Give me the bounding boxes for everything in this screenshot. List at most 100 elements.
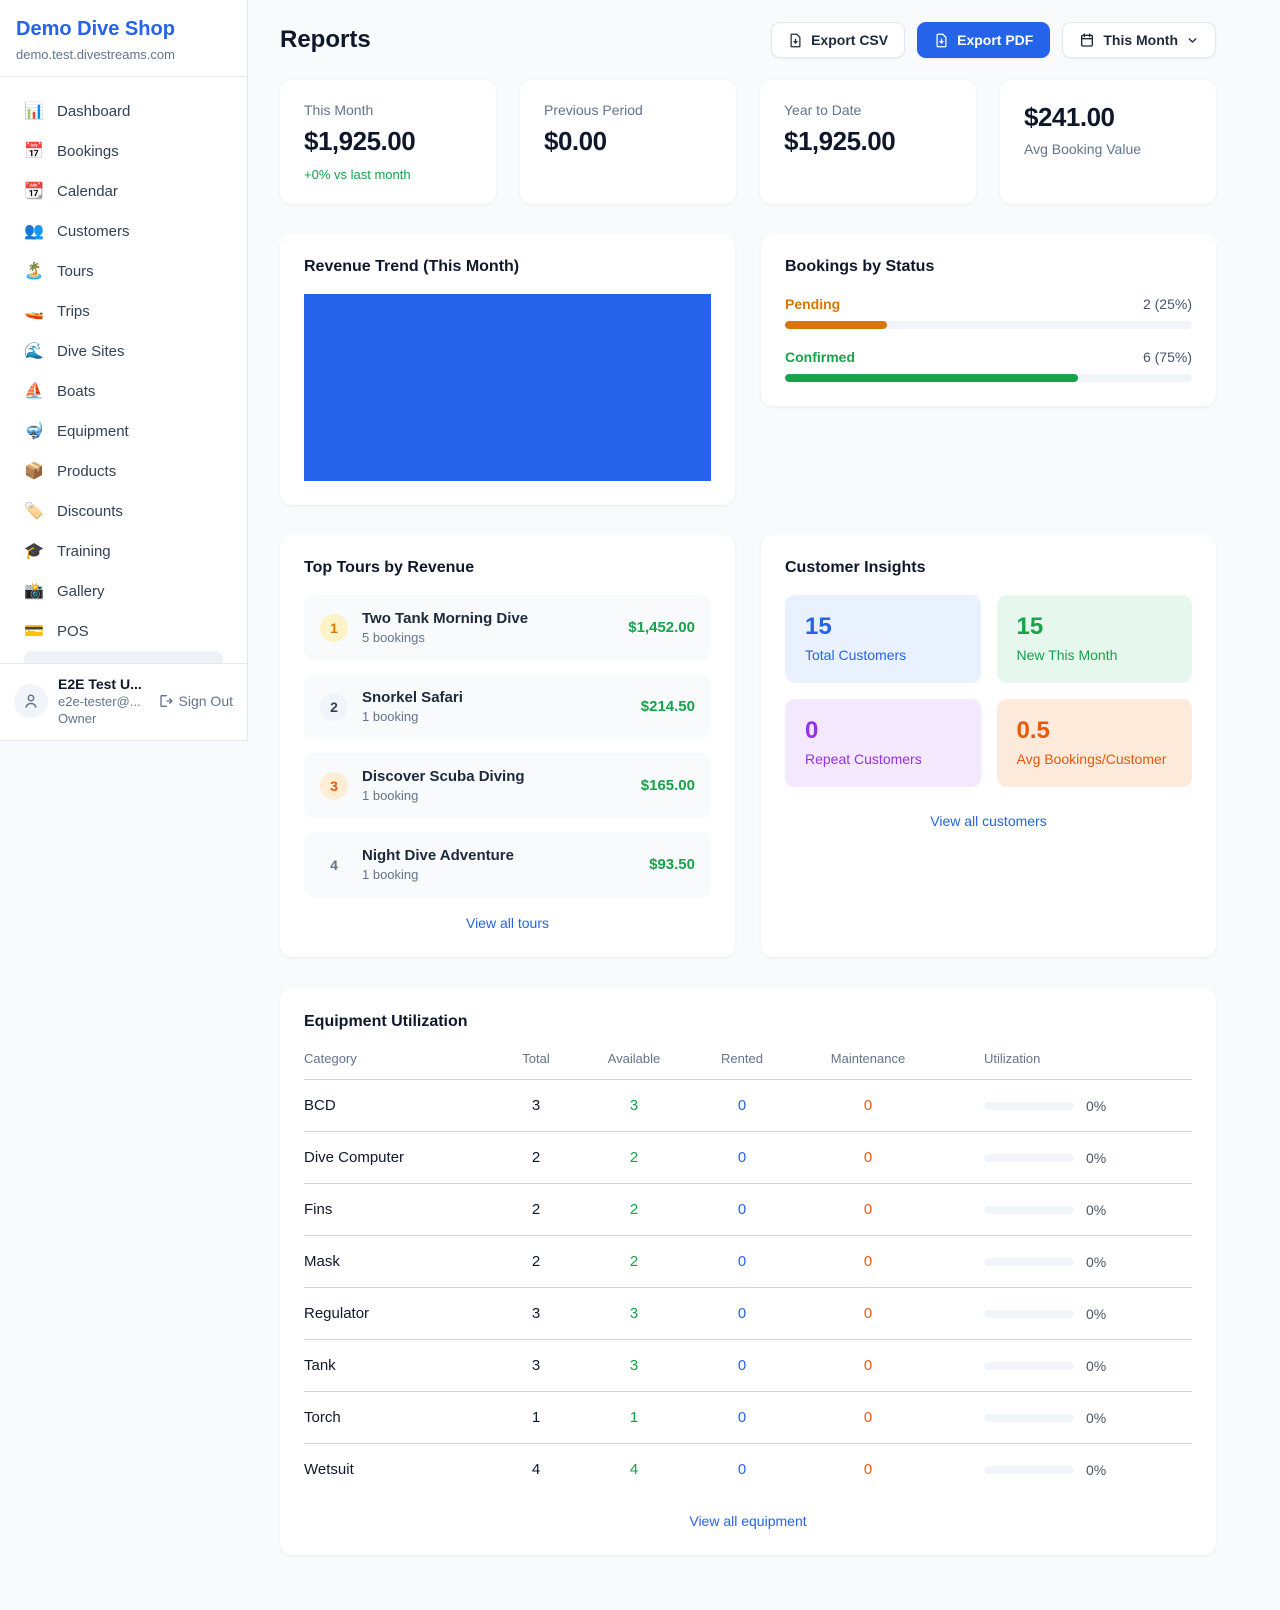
chevron-down-icon [1188, 37, 1197, 43]
view-all-customers-link[interactable]: View all customers [930, 813, 1047, 829]
sidebar-item-reports-partial[interactable] [24, 651, 223, 663]
tour-list-item[interactable]: 4 Night Dive Adventure 1 booking $93.50 [304, 832, 711, 897]
utilization-bar [984, 1205, 1074, 1214]
sign-out-button[interactable]: Sign Out [157, 693, 233, 709]
insight-label: Repeat Customers [805, 751, 922, 767]
page-header: Reports Export CSV Export PDF This Month [280, 22, 1216, 58]
column-header-category: Category [304, 1051, 357, 1066]
top-tours-title: Top Tours by Revenue [304, 559, 475, 576]
insights-grid: 15 Total Customers 15 New This Month 0 R… [785, 595, 1192, 787]
user-footer: E2E Test U... e2e-tester@... Owner Sign … [0, 663, 247, 740]
stat-value: $1,925.00 [304, 126, 416, 156]
sidebar-item-label: Dashboard [57, 102, 131, 120]
tour-name: Discover Scuba Diving [362, 768, 525, 785]
sign-out-icon [159, 695, 173, 707]
sidebar-item-boats[interactable]: ⛵ Boats [12, 371, 235, 411]
view-all-equipment-link[interactable]: View all equipment [689, 1513, 807, 1529]
period-dropdown[interactable]: This Month [1062, 22, 1216, 58]
avatar [14, 684, 48, 718]
brand: Demo Dive Shop demo.test.divestreams.com [0, 0, 247, 77]
sidebar-item-pos[interactable]: 💳 POS [12, 611, 235, 651]
utilization-bar [984, 1309, 1074, 1318]
calendar-icon [1081, 33, 1094, 47]
export-pdf-button[interactable]: Export PDF [917, 22, 1051, 58]
insight-label: Avg Bookings/Customer [1016, 751, 1167, 767]
sidebar-item-label: Trips [57, 302, 90, 320]
stat-value: $241.00 [1024, 102, 1115, 132]
stat-value: $0.00 [544, 126, 607, 156]
table-row: Torch 1 1 0 0 0% [304, 1392, 1192, 1444]
insight-value: 0.5 [1016, 717, 1050, 744]
stat-card-year-to-date: Year to Date $1,925.00 [760, 80, 976, 204]
insights-row: Top Tours by Revenue 1 Two Tank Morning … [280, 535, 1216, 957]
status-label: Pending [785, 296, 841, 312]
progress-track [785, 374, 1192, 382]
utilization-bar [984, 1413, 1074, 1422]
status-count: 6 (75%) [1142, 349, 1192, 365]
sidebar-item-label: Dive Sites [57, 342, 125, 360]
sidebar-item-customers[interactable]: 👥 Customers [12, 211, 235, 251]
status-label: Confirmed [785, 349, 855, 365]
sidebar-item-label: POS [57, 622, 89, 640]
insight-value: 0 [805, 717, 819, 744]
utilization-percent: 0% [1086, 1149, 1107, 1166]
sidebar-item-dashboard[interactable]: 📊 Dashboard [12, 91, 235, 131]
tour-revenue: $214.50 [640, 698, 695, 715]
insight-new-this-month: 15 New This Month [996, 595, 1192, 683]
status-count: 2 (25%) [1142, 296, 1192, 312]
sidebar-item-tours[interactable]: 🏝️ Tours [12, 251, 235, 291]
sidebar-nav: 📊 Dashboard 📅 Bookings 📆 Calendar 👥 Cust… [0, 77, 247, 663]
sidebar-item-products[interactable]: 📦 Products [12, 451, 235, 491]
rank-badge: 3 [320, 771, 348, 800]
file-download-icon [790, 33, 801, 47]
table-header-row: Category Total Available Rented Maintena… [304, 1051, 1192, 1080]
sidebar-item-label: Gallery [57, 582, 105, 600]
sidebar-item-calendar[interactable]: 📆 Calendar [12, 171, 235, 211]
sidebar-item-label: Customers [57, 222, 130, 240]
sidebar-item-dive-sites[interactable]: 🌊 Dive Sites [12, 331, 235, 371]
rank-badge: 2 [320, 692, 348, 721]
equipment-table: Category Total Available Rented Maintena… [304, 1051, 1192, 1495]
table-body: BCD 3 3 0 0 0% Dive Computer 2 2 0 0 [304, 1080, 1192, 1495]
table-row: Dive Computer 2 2 0 0 0% [304, 1132, 1192, 1184]
view-all-tours-link[interactable]: View all tours [465, 915, 549, 931]
tour-list-item[interactable]: 2 Snorkel Safari 1 booking $214.50 [304, 674, 711, 739]
tour-bookings: 5 bookings [362, 630, 425, 645]
tour-name: Night Dive Adventure [362, 847, 514, 864]
utilization-percent: 0% [1086, 1201, 1107, 1218]
user-role: Owner [58, 711, 97, 726]
page-title: Reports [280, 26, 371, 53]
column-header-utilization: Utilization [984, 1051, 1041, 1066]
sidebar-item-bookings[interactable]: 📅 Bookings [12, 131, 235, 171]
insight-label: Total Customers [805, 647, 907, 663]
sidebar: Demo Dive Shop demo.test.divestreams.com… [0, 0, 248, 741]
tour-list-item[interactable]: 3 Discover Scuba Diving 1 booking $165.0… [304, 753, 711, 818]
utilization-percent: 0% [1086, 1357, 1107, 1374]
dive-sites-icon: 🌊 [24, 343, 44, 360]
progress-fill [785, 321, 887, 329]
utilization-bar [984, 1465, 1074, 1474]
stat-label: Previous Period [544, 102, 643, 118]
customer-insights-title: Customer Insights [785, 559, 926, 576]
utilization-percent: 0% [1086, 1097, 1107, 1114]
sidebar-item-gallery[interactable]: 📸 Gallery [12, 571, 235, 611]
view-all-customers: View all customers [785, 813, 1192, 831]
tour-list-item[interactable]: 1 Two Tank Morning Dive 5 bookings $1,45… [304, 595, 711, 660]
tour-revenue: $1,452.00 [628, 619, 695, 636]
tour-bookings: 1 booking [362, 709, 419, 724]
table-row: Regulator 3 3 0 0 0% [304, 1288, 1192, 1340]
sidebar-item-discounts[interactable]: 🏷️ Discounts [12, 491, 235, 531]
utilization-bar [984, 1361, 1074, 1370]
sidebar-item-trips[interactable]: 🚤 Trips [12, 291, 235, 331]
file-download-icon [936, 33, 947, 47]
sidebar-item-equipment[interactable]: 🤿 Equipment [12, 411, 235, 451]
sidebar-item-training[interactable]: 🎓 Training [12, 531, 235, 571]
tour-name: Two Tank Morning Dive [362, 610, 529, 627]
stat-label: Avg Booking Value [1024, 141, 1142, 157]
sidebar-item-label: Products [57, 462, 117, 480]
customer-insights-card: Customer Insights 15 Total Customers 15 … [761, 535, 1216, 957]
sidebar-item-label: Training [57, 542, 111, 560]
insight-avg-bookings: 0.5 Avg Bookings/Customer [996, 699, 1192, 787]
table-row: Wetsuit 4 4 0 0 0% [304, 1461, 1107, 1478]
export-csv-button[interactable]: Export CSV [771, 22, 906, 58]
